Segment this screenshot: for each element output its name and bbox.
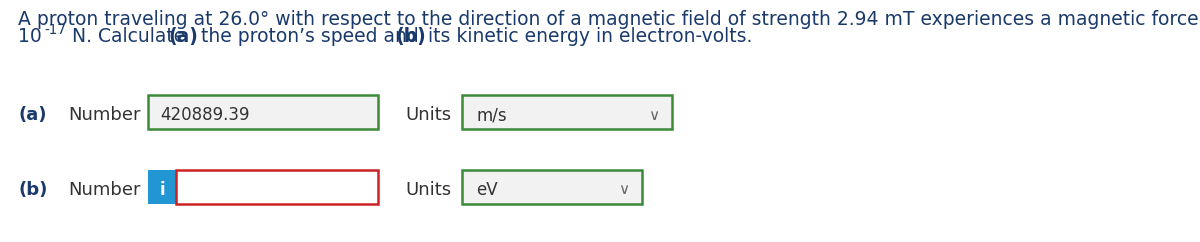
- Text: 10: 10: [18, 27, 42, 46]
- Text: Units: Units: [406, 181, 451, 199]
- Text: (a): (a): [168, 27, 198, 46]
- Text: ∨: ∨: [648, 107, 660, 122]
- Text: Number: Number: [68, 181, 140, 199]
- FancyBboxPatch shape: [462, 170, 642, 204]
- Text: N. Calculate: N. Calculate: [66, 27, 191, 46]
- Text: 420889.39: 420889.39: [160, 106, 250, 124]
- Text: (b): (b): [395, 27, 426, 46]
- Text: A proton traveling at 26.0° with respect to the direction of a magnetic field of: A proton traveling at 26.0° with respect…: [18, 10, 1200, 29]
- FancyBboxPatch shape: [148, 95, 378, 129]
- Text: -17: -17: [44, 23, 66, 37]
- Text: m/s: m/s: [476, 106, 506, 124]
- Text: Number: Number: [68, 106, 140, 124]
- FancyBboxPatch shape: [148, 170, 176, 204]
- Text: the proton’s speed and: the proton’s speed and: [194, 27, 425, 46]
- FancyBboxPatch shape: [462, 95, 672, 129]
- Text: eV: eV: [476, 181, 498, 199]
- Text: ∨: ∨: [618, 182, 630, 197]
- Text: (a): (a): [18, 106, 47, 124]
- FancyBboxPatch shape: [176, 170, 378, 204]
- Text: (b): (b): [18, 181, 47, 199]
- Text: i: i: [160, 181, 164, 199]
- Text: its kinetic energy in electron-volts.: its kinetic energy in electron-volts.: [422, 27, 752, 46]
- Text: Units: Units: [406, 106, 451, 124]
